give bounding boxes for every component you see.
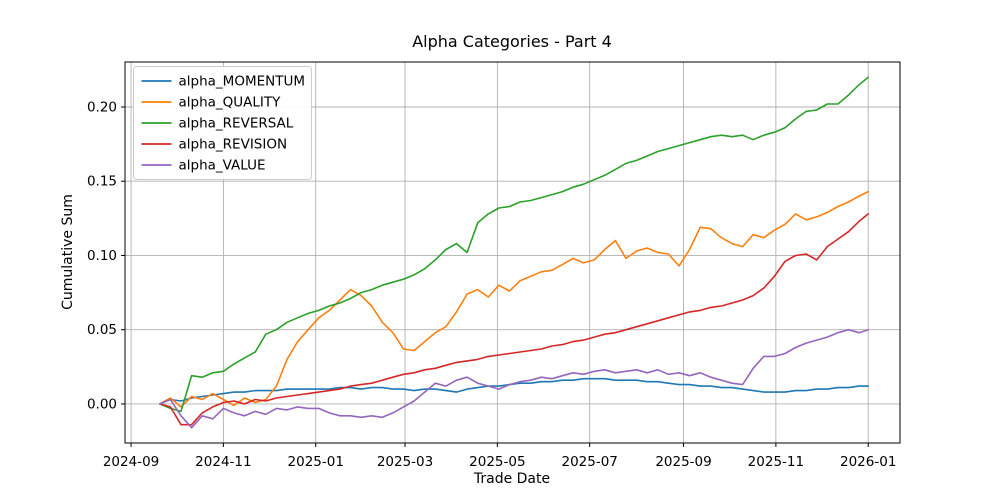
x-tick-label: 2026-01: [840, 454, 896, 470]
x-tick-label: 2025-05: [469, 454, 525, 470]
y-axis-label: Cumulative Sum: [60, 194, 76, 310]
y-tick-label: 0.10: [87, 248, 117, 264]
legend-label-alpha_QUALITY: alpha_QUALITY: [179, 95, 282, 111]
legend-label-alpha_VALUE: alpha_VALUE: [179, 158, 266, 174]
series-line-alpha_VALUE: [159, 328, 869, 429]
x-tick-label: 2025-03: [377, 454, 433, 470]
y-tick-label: 0.20: [87, 99, 117, 115]
legend: alpha_MOMENTUM alpha_QUALITY alpha_REVERSA…: [133, 66, 312, 180]
series-line-alpha_QUALITY: [159, 190, 869, 408]
x-tick-label: 2024-09: [103, 454, 159, 470]
legend-label-alpha_REVERSAL: alpha_REVERSAL: [179, 116, 294, 132]
legend-box: [133, 66, 312, 180]
series-line-alpha_REVISION: [159, 213, 869, 426]
gridlines: [125, 62, 900, 443]
y-tick-label: 0.00: [87, 396, 117, 412]
x-axis-label: Trade Date: [473, 471, 550, 487]
x-tick-label: 2025-07: [561, 454, 617, 470]
plot-border: [124, 61, 901, 444]
y-tick-label: 0.15: [87, 174, 117, 190]
series-lines: [159, 76, 869, 429]
y-tick-label: 0.05: [87, 322, 117, 338]
x-tick-label: 2025-09: [655, 454, 711, 470]
x-tick-label: 2024-11: [195, 454, 251, 470]
series-line-alpha_REVERSAL: [159, 76, 869, 413]
x-tick-label: 2025-01: [288, 454, 344, 470]
chart-title: Alpha Categories - Part 4: [412, 32, 612, 51]
legend-label-alpha_REVISION: alpha_REVISION: [179, 137, 288, 153]
legend-label-alpha_MOMENTUM: alpha_MOMENTUM: [179, 74, 306, 90]
x-tick-label: 2025-11: [748, 454, 804, 470]
axis-ticks: 2024-09 2024-11 2025-01 2025-03 2025-05 2025-…: [87, 99, 896, 470]
